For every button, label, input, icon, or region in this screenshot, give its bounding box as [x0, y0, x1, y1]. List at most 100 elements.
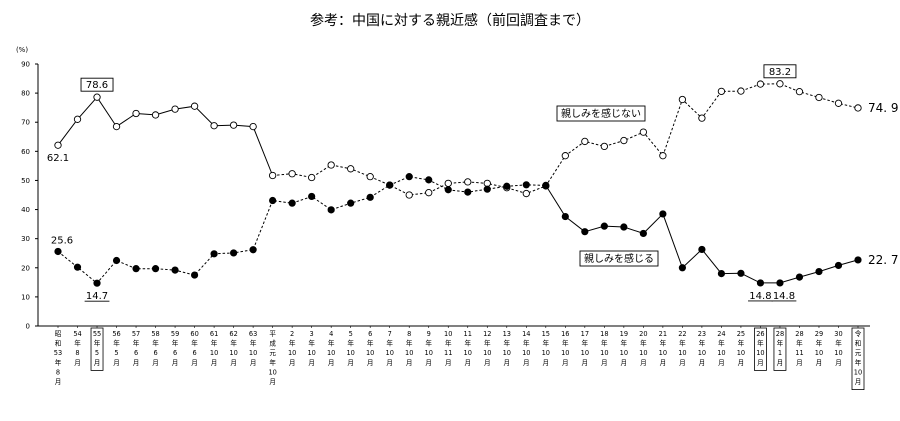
x-category-glyph: 24	[717, 330, 725, 338]
marker-not-feel	[366, 173, 374, 181]
axes	[37, 64, 870, 327]
x-category-glyph: 6	[134, 349, 138, 357]
x-category-glyph: 年	[484, 339, 491, 348]
x-category-glyph: 和	[855, 339, 862, 348]
marker-feel	[366, 193, 374, 201]
x-category-glyph: 59	[171, 330, 179, 338]
marker-not-feel	[444, 179, 452, 188]
x-category-glyph: 10	[307, 349, 315, 357]
marker-not-feel	[854, 104, 862, 112]
x-category-glyph: 月	[74, 359, 81, 367]
x-category-glyph: 月	[660, 359, 667, 367]
marker-not-feel	[425, 189, 433, 197]
marker-not-feel	[151, 111, 160, 119]
x-category-glyph: 月	[133, 359, 140, 367]
x-category-glyph: 10	[639, 349, 647, 357]
x-category-glyph: 月	[386, 359, 393, 367]
x-category-glyph: 年	[55, 358, 62, 367]
marker-not-feel	[464, 178, 472, 186]
x-category-glyph: 月	[484, 359, 491, 367]
x-category-glyph: 9	[427, 330, 431, 338]
x-category-glyph: 月	[113, 359, 120, 367]
series-line-not-feel-solid	[57, 96, 274, 176]
x-category-glyph: 年	[757, 339, 764, 348]
x-category-glyph: 月	[523, 359, 530, 367]
series-lines	[57, 83, 859, 284]
x-category-glyph: 53	[54, 349, 62, 357]
x-category-glyph: 月	[230, 359, 237, 367]
series-markers	[54, 80, 862, 287]
x-category-glyph: 年	[855, 358, 862, 367]
x-category-glyph: 月	[640, 359, 647, 367]
data-label-box	[80, 77, 114, 92]
y-tick-label: 70	[21, 119, 30, 127]
x-category-glyph: 12	[483, 330, 491, 338]
x-category-box	[851, 327, 865, 390]
marker-not-feel	[698, 114, 706, 122]
x-category-glyph: 年	[113, 339, 120, 348]
x-category-glyph: 年	[269, 358, 276, 367]
marker-not-feel	[268, 171, 277, 180]
marker-not-feel	[639, 128, 648, 136]
marker-feel	[308, 192, 316, 201]
marker-not-feel	[717, 87, 726, 96]
x-category-glyph: 年	[308, 339, 315, 348]
marker-feel	[737, 269, 745, 277]
x-category-glyph: 年	[796, 339, 803, 348]
marker-not-feel	[327, 161, 335, 169]
y-tick-label: 50	[21, 177, 30, 185]
x-category-glyph: 月	[406, 359, 413, 367]
y-tick-label: 60	[21, 148, 30, 156]
marker-feel	[151, 265, 160, 273]
x-category-glyph: 56	[112, 330, 120, 338]
marker-not-feel	[776, 80, 784, 88]
x-category-glyph: 年	[328, 339, 335, 348]
x-category-glyph: 29	[815, 330, 823, 338]
y-tick-label: 40	[21, 206, 30, 214]
marker-not-feel	[347, 165, 355, 173]
series-label-feel: 親しみを感じる	[584, 252, 654, 265]
x-category-glyph: 月	[172, 359, 179, 367]
x-category-glyph: 21	[659, 330, 667, 338]
marker-not-feel	[561, 152, 569, 160]
x-category-glyph: 10	[249, 349, 257, 357]
data-label: 22. 7	[868, 253, 899, 267]
marker-feel	[54, 247, 62, 256]
marker-feel	[620, 223, 628, 231]
x-category-glyph: 25	[737, 330, 745, 338]
marker-feel	[230, 249, 238, 257]
x-category-glyph: 15	[542, 330, 550, 338]
marker-not-feel	[795, 88, 804, 96]
marker-feel	[581, 228, 589, 236]
marker-feel	[93, 279, 101, 287]
x-category-glyph: 55	[93, 330, 101, 338]
x-category-glyph: 10	[464, 349, 472, 357]
x-category-glyph: 月	[250, 359, 257, 367]
x-category-glyph: 月	[562, 359, 569, 367]
x-category-glyph: 14	[522, 330, 530, 338]
x-category-glyph: 10	[717, 349, 725, 357]
x-category-glyph: 月	[699, 359, 706, 367]
x-category-glyph: 月	[621, 359, 628, 367]
x-category-glyph: 7	[388, 330, 392, 338]
x-category-glyph: 月	[308, 359, 315, 367]
y-tick-label: 10	[21, 293, 30, 301]
x-category-glyph: 8	[75, 349, 79, 357]
x-category-glyph: 8	[56, 368, 60, 376]
x-category-glyph: 月	[347, 359, 354, 367]
marker-feel	[542, 181, 550, 189]
x-category-glyph: 年	[777, 339, 784, 348]
marker-feel	[756, 279, 765, 287]
